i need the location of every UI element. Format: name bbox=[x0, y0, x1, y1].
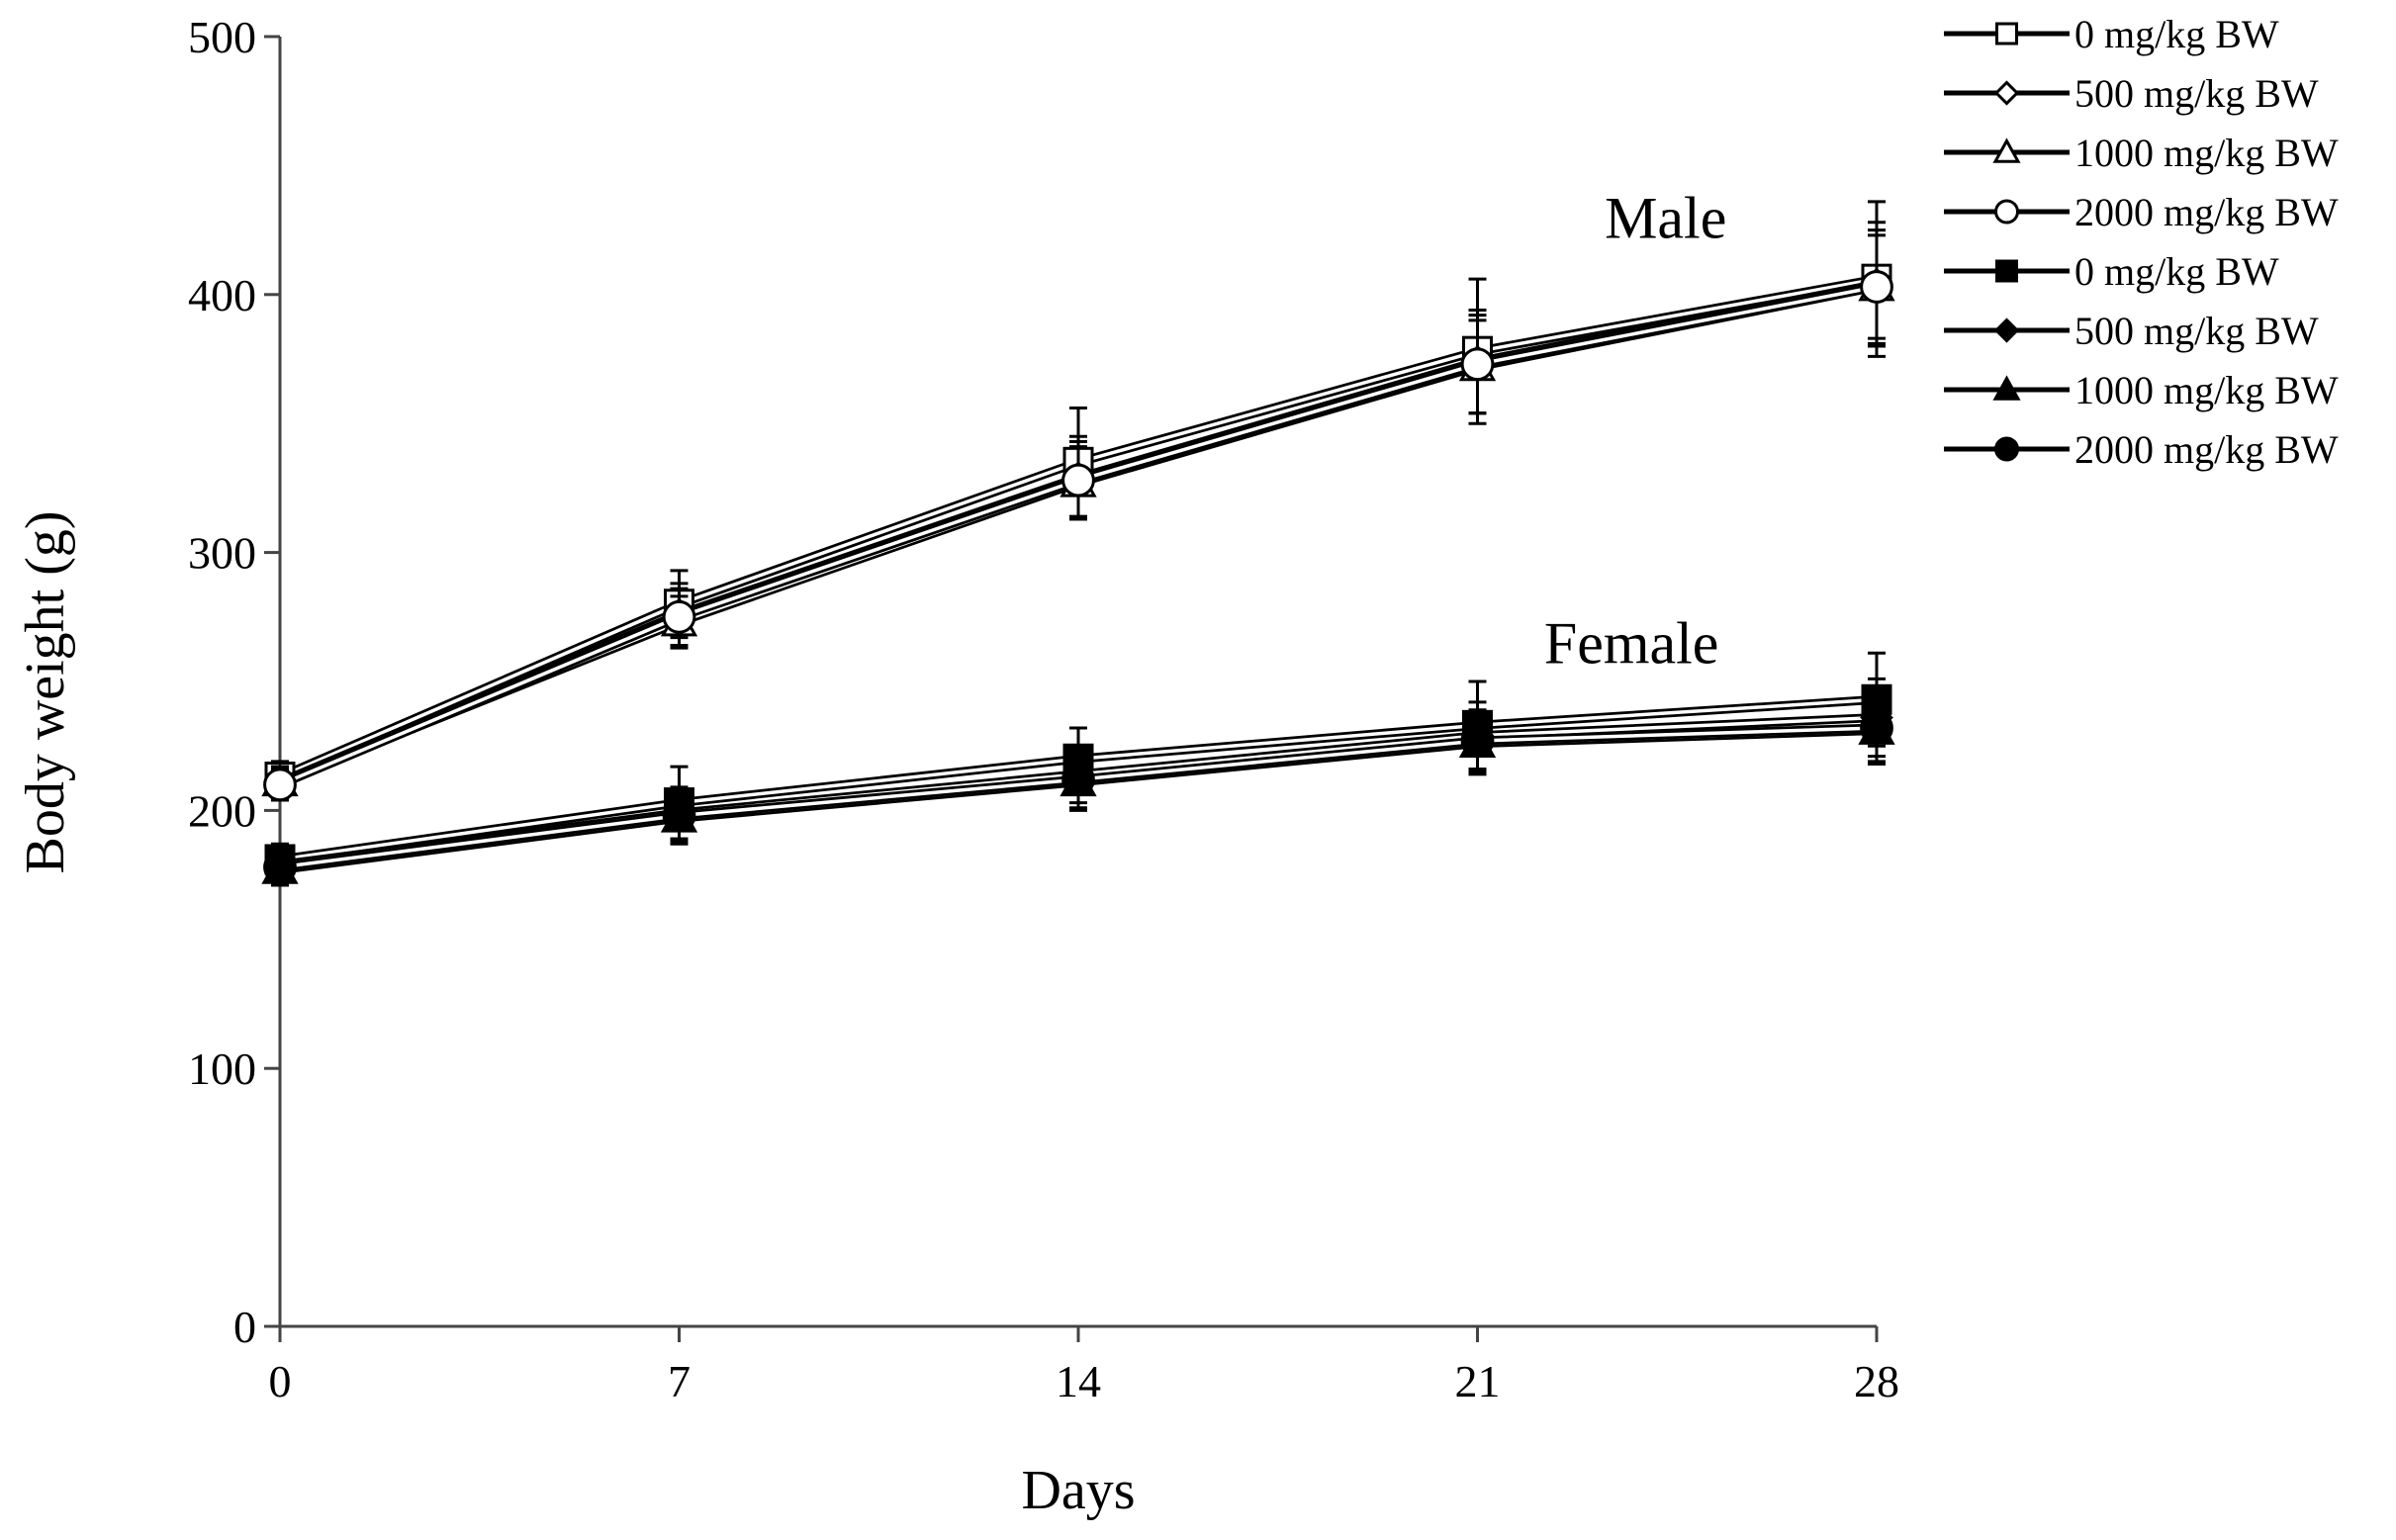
x-tick-label: 14 bbox=[1056, 1356, 1101, 1406]
x-tick-label: 28 bbox=[1854, 1356, 1899, 1406]
data-point bbox=[1860, 270, 1893, 304]
legend-label: 2000 mg/kg BW bbox=[2074, 427, 2339, 472]
axes: 0 100 200 300 400 500 0 7 14 21 28 bbox=[188, 12, 1899, 1406]
legend-label: 1000 mg/kg BW bbox=[2074, 368, 2339, 412]
y-tick-label: 400 bbox=[188, 270, 256, 320]
legend-marker-shape bbox=[1993, 80, 2020, 106]
series-line-outline bbox=[278, 279, 1878, 786]
legend-marker bbox=[1993, 80, 2020, 106]
y-tick-label: 0 bbox=[233, 1302, 256, 1352]
series-line bbox=[279, 285, 1878, 784]
x-tick-label: 7 bbox=[668, 1356, 691, 1406]
legend-item: 500 mg/kg BW bbox=[1944, 309, 2319, 353]
data-point-shape bbox=[1460, 724, 1495, 758]
legend-marker bbox=[1992, 137, 2021, 163]
x-axis-title: Days bbox=[1021, 1460, 1135, 1521]
y-axis-title: Body weight (g) bbox=[15, 510, 76, 873]
legend-marker bbox=[1995, 22, 2018, 45]
data-point-shape bbox=[1460, 347, 1495, 382]
legend-item: 0 mg/kg BW bbox=[1944, 12, 2279, 56]
legend-label: 0 mg/kg BW bbox=[2074, 12, 2279, 56]
data-point-shape bbox=[263, 768, 297, 802]
legend-marker-shape bbox=[1994, 436, 2019, 462]
legend-marker bbox=[1995, 259, 2018, 283]
y-tick-label: 200 bbox=[188, 785, 256, 836]
annotations: Male Female bbox=[1544, 185, 1727, 676]
data-point bbox=[662, 798, 696, 833]
data-point bbox=[263, 768, 297, 802]
legend-label: 500 mg/kg BW bbox=[2074, 71, 2319, 116]
data-point-shape bbox=[1860, 711, 1893, 745]
legend-item: 2000 mg/kg BW bbox=[1944, 427, 2339, 472]
series-line bbox=[279, 282, 1878, 784]
data-point bbox=[662, 599, 696, 634]
legend-marker-shape bbox=[1994, 199, 2019, 225]
series-line-outline bbox=[278, 282, 1878, 786]
data-point-shape bbox=[1061, 763, 1095, 797]
legend-label: 1000 mg/kg BW bbox=[2074, 131, 2339, 175]
data-point-shape bbox=[662, 599, 696, 634]
data-point-shape bbox=[1860, 270, 1893, 304]
legend-label: 2000 mg/kg BW bbox=[2074, 190, 2339, 234]
data-point bbox=[1860, 711, 1893, 745]
legend: 0 mg/kg BW 500 mg/kg BW 1000 mg/kg BW 2000 … bbox=[1944, 12, 2339, 472]
data-point-shape bbox=[662, 798, 696, 833]
y-tick-label: 100 bbox=[188, 1043, 256, 1094]
series-line-outline bbox=[278, 282, 1878, 789]
series-male-3 bbox=[263, 233, 1893, 802]
data-point bbox=[1061, 463, 1095, 498]
data-point bbox=[1460, 724, 1495, 758]
y-tick-label: 500 bbox=[188, 12, 256, 62]
series-line bbox=[279, 277, 1878, 779]
legend-marker-shape bbox=[1995, 259, 2018, 283]
legend-item: 1000 mg/kg BW bbox=[1944, 131, 2339, 175]
legend-marker-shape bbox=[1992, 137, 2021, 163]
series-line-outline bbox=[278, 274, 1878, 781]
legend-label: 500 mg/kg BW bbox=[2074, 309, 2319, 353]
legend-item: 2000 mg/kg BW bbox=[1944, 190, 2339, 234]
legend-marker-shape bbox=[1992, 375, 2021, 401]
legend-item: 0 mg/kg BW bbox=[1944, 249, 2279, 294]
legend-marker bbox=[1992, 375, 2021, 401]
data-point bbox=[1460, 347, 1495, 382]
annotation-female-label: Female bbox=[1544, 611, 1719, 677]
data-point-shape bbox=[1061, 463, 1095, 498]
annotation-male-label: Male bbox=[1605, 185, 1726, 250]
legend-marker bbox=[1994, 436, 2019, 462]
y-tick-label: 300 bbox=[188, 528, 256, 579]
legend-label: 0 mg/kg BW bbox=[2074, 249, 2279, 294]
data-point bbox=[1061, 763, 1095, 797]
x-tick-label: 21 bbox=[1455, 1356, 1501, 1406]
data-point-shape bbox=[263, 850, 297, 884]
series-layer bbox=[261, 200, 1895, 887]
series-line bbox=[279, 285, 1878, 786]
legend-marker bbox=[1993, 317, 2020, 343]
legend-marker-shape bbox=[1993, 317, 2020, 343]
legend-marker bbox=[1994, 199, 2019, 225]
legend-item: 500 mg/kg BW bbox=[1944, 71, 2319, 116]
x-tick-label: 0 bbox=[269, 1356, 292, 1406]
data-point bbox=[263, 850, 297, 884]
legend-marker-shape bbox=[1995, 22, 2018, 45]
legend-item: 1000 mg/kg BW bbox=[1944, 368, 2339, 412]
series-female-7 bbox=[263, 692, 1893, 884]
